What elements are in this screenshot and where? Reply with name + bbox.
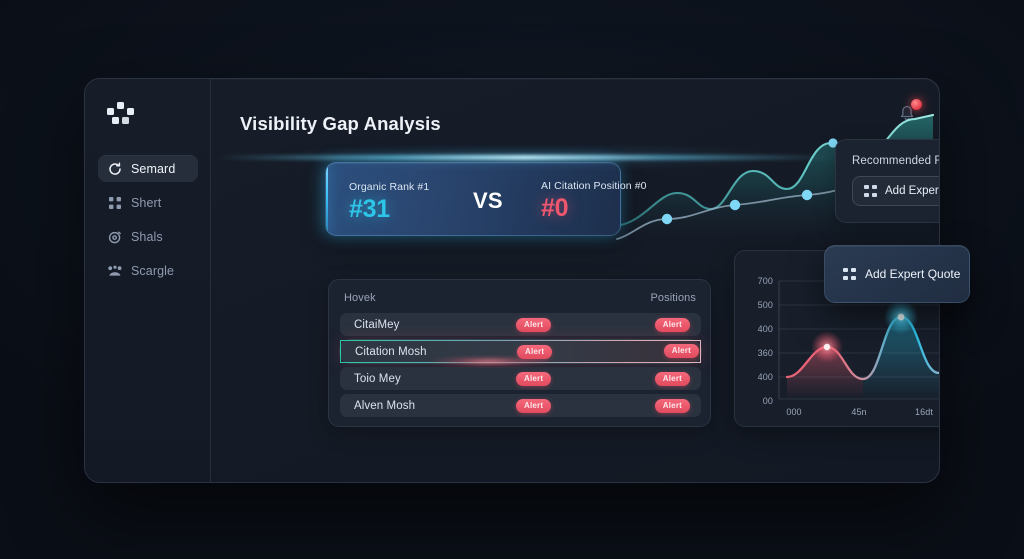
status-badge: Alert — [517, 344, 553, 359]
tooltip-label: Add Expert Quote — [865, 267, 961, 281]
organic-rank-label: Organic Rank #1 — [349, 181, 430, 193]
sidebar: Semard Shert — [85, 79, 211, 482]
status-badge: Alert — [654, 371, 690, 386]
row-label: CitaiMey — [354, 318, 400, 331]
page-title: Visibility Gap Analysis — [240, 113, 441, 134]
network-nodes-icon — [108, 264, 122, 278]
sidebar-item-label: Shert — [131, 195, 162, 210]
y-axis-tick: 500 — [757, 300, 773, 310]
row-label: Alven Mosh — [354, 399, 416, 412]
x-axis-tick: 45n — [851, 407, 867, 417]
sidebar-item-label: Shals — [131, 229, 163, 244]
notification-badge-dot — [911, 99, 922, 110]
recommended-fix-panel: Recommended Fix Add Expert Quote — [835, 139, 940, 223]
trend-chart — [778, 280, 939, 400]
table-header-left: Hovek — [344, 292, 376, 304]
y-axis-tick: 400 — [757, 372, 773, 382]
y-axis-tick: 400 — [757, 324, 773, 334]
status-badge: Alert — [516, 317, 552, 332]
four-dots-icon — [864, 184, 877, 198]
recommended-fix-title: Recommended Fix — [852, 155, 939, 167]
status-badge: Alert — [654, 317, 690, 332]
table-row[interactable]: Alven Mosh Alert Alert — [340, 394, 701, 417]
app-logo-icon — [107, 102, 137, 130]
y-axis-tick: 360 — [757, 348, 773, 358]
sidebar-item-label: Scargle — [131, 263, 175, 278]
vs-separator: VS — [473, 188, 503, 213]
status-badge: Alert — [654, 398, 690, 413]
table-header-right: Positions — [650, 292, 696, 304]
app-window: Semard Shert — [84, 78, 940, 483]
ai-citation-value: #0 — [541, 194, 569, 222]
table-row-selected[interactable]: Citation Mosh Alert — [340, 340, 701, 363]
target-ring-icon — [108, 230, 122, 244]
y-axis-tick: 700 — [757, 276, 773, 286]
add-expert-quote-tooltip[interactable]: Add Expert Quote — [824, 245, 970, 303]
add-expert-quote-label: Add Expert Quote — [885, 185, 940, 197]
table-row[interactable]: Toio Mey Alert Alert — [340, 367, 701, 390]
sidebar-item-scargle[interactable]: Scargle — [98, 257, 198, 284]
positions-table: Hovek Positions CitaiMey Alert Alert Cit… — [328, 279, 711, 427]
y-axis-tick: 00 — [762, 396, 773, 406]
status-badge: Alert — [516, 371, 552, 386]
ai-citation-block: AI Citation Position #0 #0 — [541, 162, 751, 236]
status-badge: Alert — [516, 398, 552, 413]
x-axis-tick: 16dt — [915, 407, 933, 417]
table-row[interactable]: CitaiMey Alert Alert — [340, 313, 701, 336]
organic-rank-value: #31 — [349, 195, 390, 223]
sidebar-item-shert[interactable]: Shert — [98, 189, 198, 216]
circle-refresh-icon — [108, 161, 122, 176]
row-label: Citation Mosh — [355, 345, 427, 358]
ai-citation-label: AI Citation Position #0 — [541, 180, 647, 192]
grid-dots-icon — [108, 196, 122, 210]
x-axis-tick: 000 — [786, 407, 802, 417]
four-dots-icon — [843, 267, 856, 281]
comparison-card: Organic Rank #1 #31 VS — [325, 162, 621, 236]
row-label: Toio Mey — [354, 372, 401, 385]
status-badge: Alert — [663, 344, 699, 358]
sidebar-item-label: Semard — [131, 161, 176, 176]
sidebar-item-semard[interactable]: Semard — [98, 155, 198, 182]
add-expert-quote-button[interactable]: Add Expert Quote — [852, 176, 940, 206]
sidebar-item-shals[interactable]: Shals — [98, 223, 198, 250]
